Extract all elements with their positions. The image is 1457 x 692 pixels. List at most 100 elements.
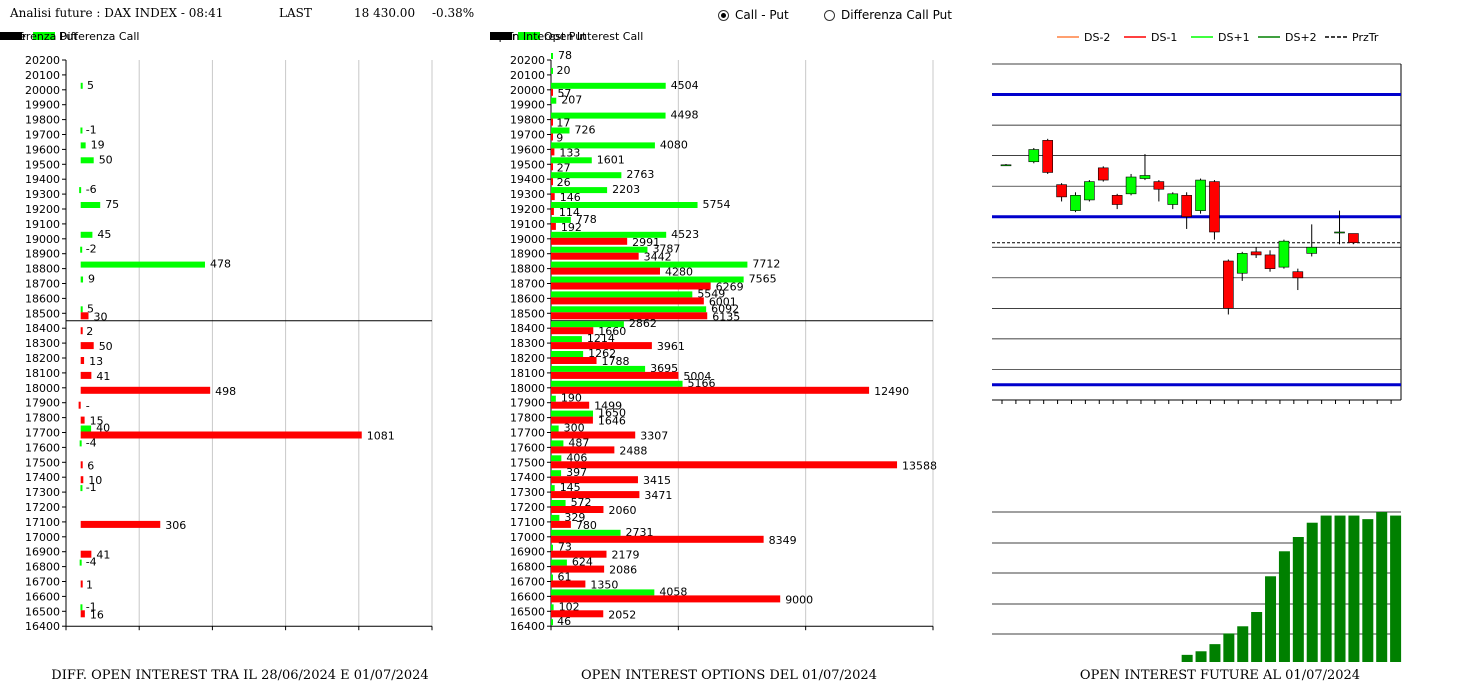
put-value-label: 50 xyxy=(99,340,113,353)
call-value-label: 6092 xyxy=(711,302,739,315)
candle-body xyxy=(1070,195,1081,211)
oi-bar xyxy=(1306,522,1318,662)
y-tick-label: 18600 xyxy=(510,292,545,305)
call-value-label: 329 xyxy=(564,511,585,524)
call-value-label: 75 xyxy=(105,198,119,211)
oi-bar xyxy=(1292,537,1304,662)
put-bar xyxy=(551,580,586,588)
call-value-label: -1 xyxy=(86,600,97,613)
put-value-label: 6 xyxy=(87,459,94,472)
y-tick-label: 18500 xyxy=(25,307,60,320)
y-tick-label: 18800 xyxy=(25,263,60,276)
candle-body xyxy=(1236,253,1248,274)
y-tick-label: 19900 xyxy=(25,99,60,112)
y-tick-label: 20200 xyxy=(25,54,60,67)
y-tick-label: 17800 xyxy=(510,412,545,425)
candle-body xyxy=(1250,251,1262,256)
put-value-label: 192 xyxy=(561,221,582,234)
y-tick-label: 17100 xyxy=(25,516,60,529)
candle-body xyxy=(1111,195,1123,205)
put-value-label: 13 xyxy=(89,355,103,368)
put-bar xyxy=(551,476,638,484)
call-bar xyxy=(80,157,94,164)
call-value-label: -4 xyxy=(86,556,97,569)
radio-unselected-icon[interactable] xyxy=(824,9,835,21)
call-value-label: 9 xyxy=(88,273,95,286)
put-value-label: 8349 xyxy=(769,534,797,547)
legend-label: DS+1 xyxy=(1218,31,1250,44)
y-tick-label: 17900 xyxy=(510,397,545,410)
call-value-label: 50 xyxy=(99,153,113,166)
y-tick-label: 19000 xyxy=(510,233,545,246)
y-tick-label: 17600 xyxy=(510,441,545,454)
call-bar xyxy=(551,291,693,298)
y-tick-label: 19400 xyxy=(25,173,60,186)
y-tick-label: 17400 xyxy=(510,471,545,484)
y-tick-label: 16800 xyxy=(510,561,545,574)
call-value-label: 2731 xyxy=(626,526,654,539)
legend-label: Differenza Call xyxy=(59,30,139,43)
call-value-label: 300 xyxy=(564,422,585,435)
call-bar xyxy=(551,261,748,268)
call-bar xyxy=(551,321,624,328)
call-bar xyxy=(551,187,608,194)
call-bar xyxy=(551,514,560,521)
call-bar xyxy=(551,53,553,59)
call-value-label: 5 xyxy=(87,79,94,92)
call-bar xyxy=(551,395,556,402)
put-value-label: 3442 xyxy=(644,251,672,264)
put-bar xyxy=(80,610,85,618)
call-bar xyxy=(80,306,83,313)
call-bar xyxy=(551,112,666,119)
legend-label: DS-2 xyxy=(1084,31,1110,44)
put-value-label: 16 xyxy=(90,608,104,621)
put-value-label: 57 xyxy=(557,87,571,100)
candle-body xyxy=(1084,181,1095,201)
candle-body xyxy=(1292,271,1304,279)
oi-bar xyxy=(1237,626,1249,662)
put-value-label: 6135 xyxy=(712,310,740,323)
call-bar xyxy=(80,142,86,149)
call-value-label: 1262 xyxy=(588,347,616,360)
put-bar xyxy=(80,416,85,424)
call-bar xyxy=(551,529,621,536)
call-value-label: 19 xyxy=(91,138,105,151)
put-value-label: 12490 xyxy=(874,385,909,398)
radio-difference[interactable]: Differenza Call Put xyxy=(824,8,952,22)
radio-difference-label: Differenza Call Put xyxy=(841,8,952,22)
y-tick-label: 17000 xyxy=(25,531,60,544)
put-bar xyxy=(551,237,628,245)
put-bar xyxy=(551,595,781,603)
y-tick-label: 16700 xyxy=(25,576,60,589)
footer-middle: OPEN INTEREST OPTIONS DEL 01/07/2024 xyxy=(581,668,877,683)
last-value: 18 430.00 xyxy=(354,6,416,20)
call-bar xyxy=(551,306,707,313)
footer-right: OPEN INTEREST FUTURE AL 01/07/2024 xyxy=(1079,668,1361,683)
legend-swatch xyxy=(33,32,55,40)
put-value-label: 41 xyxy=(96,370,110,383)
put-bar xyxy=(551,312,708,320)
call-bar xyxy=(79,559,82,566)
y-tick-label: 16700 xyxy=(510,576,545,589)
y-tick-label: 19700 xyxy=(25,129,60,142)
y-tick-label: 17500 xyxy=(25,456,60,469)
candle-body xyxy=(1278,240,1290,268)
radio-call-put[interactable]: Call - Put xyxy=(718,8,789,22)
oi-bar xyxy=(1348,515,1360,662)
y-tick-label: 16800 xyxy=(25,561,60,574)
y-tick-label: 18300 xyxy=(510,337,545,350)
call-value-label: 73 xyxy=(558,541,572,554)
call-value-label: 2763 xyxy=(626,168,654,181)
call-value-label: 726 xyxy=(574,124,595,137)
radio-selected-icon[interactable] xyxy=(718,9,729,21)
put-value-label: 10 xyxy=(88,474,102,487)
y-tick-label: 19800 xyxy=(510,114,545,127)
call-bar xyxy=(80,425,92,432)
call-bar xyxy=(551,365,646,372)
put-bar xyxy=(551,163,553,171)
put-value-label: 1350 xyxy=(590,579,618,592)
put-bar xyxy=(551,550,607,558)
candle-body xyxy=(1167,193,1179,205)
put-value-label: 4280 xyxy=(665,266,693,279)
